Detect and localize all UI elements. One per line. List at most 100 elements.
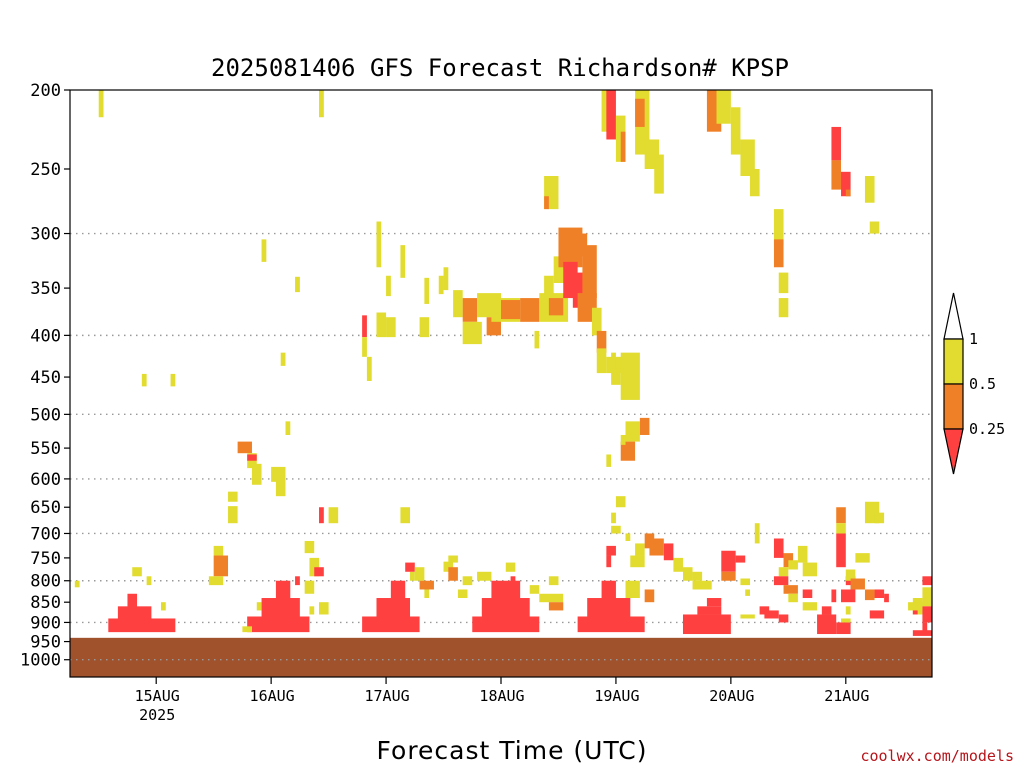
xtick-label-17AUG: 17AUG [364, 687, 409, 705]
xtick-label-18AUG: 18AUG [479, 687, 524, 705]
ri-cell-125 [472, 616, 540, 633]
ri-cell-187 [845, 569, 856, 581]
ri-cell-126 [529, 585, 540, 594]
pressure-axis: 200 250 300 350 400 450 500 550 600 650 700 750 8008… [20, 81, 70, 671]
ri-cell-57 [405, 562, 415, 572]
xtick-label-15AUG: 15AUG [135, 687, 180, 705]
ri-cell-14 [228, 491, 238, 502]
ri-cell-116 [778, 298, 789, 318]
ri-cell-25 [160, 602, 166, 611]
ri-cell-84 [582, 245, 597, 299]
ri-cell-18 [208, 576, 224, 586]
ri-cell-151 [692, 580, 712, 590]
ri-cell-121 [864, 176, 875, 203]
ri-cell-197 [884, 593, 889, 603]
ri-cell-3 [170, 373, 176, 387]
ri-cell-43 [366, 356, 372, 381]
ri-cell-46 [386, 275, 391, 297]
ri-cell-29 [295, 576, 300, 586]
ri-cell-44 [376, 312, 387, 338]
ri-cell-38 [319, 602, 329, 615]
ri-cell-205 [908, 602, 923, 611]
colorbar-label-1: 0.5 [969, 375, 996, 393]
ri-cell-103 [620, 131, 626, 162]
ri-cell-141 [663, 543, 674, 561]
ri-cell-41 [362, 315, 367, 338]
ri-cell-132 [477, 571, 492, 581]
ri-cell-175 [802, 589, 813, 599]
ri-cell-94 [639, 417, 650, 435]
ri-cell-105 [635, 98, 645, 127]
ri-cell-150 [682, 567, 693, 581]
ri-cell-76 [548, 298, 564, 316]
colorbar-legend: 1 0.5 0.25 [943, 292, 1005, 475]
ri-cell-97 [611, 352, 616, 370]
ri-cell-96 [620, 434, 626, 445]
ri-cell-88 [596, 348, 607, 374]
ri-cell-127 [539, 593, 564, 603]
ri-cell-117 [831, 126, 842, 161]
ri-cell-63 [457, 589, 468, 599]
ri-cell-167 [783, 553, 794, 568]
ri-cell-114 [773, 239, 784, 268]
ri-cell-159 [740, 578, 751, 586]
ri-cell-146 [615, 496, 626, 508]
ri-cell-200 [922, 576, 932, 586]
ri-cell-140 [649, 538, 664, 556]
ri-cell-52 [390, 580, 406, 603]
ri-cell-155 [706, 598, 722, 607]
ri-cell-15 [228, 506, 238, 524]
ylabel-900: 900 [30, 613, 61, 633]
ri-cell-22 [127, 593, 138, 615]
ri-cell-59 [419, 580, 434, 590]
ylabel-700: 700 [30, 524, 61, 544]
ylabel-1000: 1000 [20, 651, 61, 671]
ri-cell-77 [534, 330, 540, 349]
ylabel-500: 500 [30, 405, 61, 425]
ri-cell-194 [874, 589, 885, 599]
ylabel-600: 600 [30, 470, 61, 490]
ri-cell-39 [314, 567, 324, 577]
ri-cell-169 [778, 567, 789, 577]
ri-cell-147 [611, 512, 616, 524]
ri-cell-7 [237, 441, 252, 454]
ri-cell-165 [778, 614, 789, 623]
ground-fill [70, 637, 932, 677]
ri-cell-45 [386, 317, 396, 338]
ri-cell-95 [620, 441, 636, 461]
richardson-cells [74, 90, 932, 636]
ri-cell-17 [213, 555, 229, 577]
ri-cell-176 [802, 602, 818, 611]
ri-cell-30 [256, 602, 262, 611]
ylabel-250: 250 [30, 160, 61, 180]
ri-cell-144 [625, 580, 640, 599]
ri-cell-178 [836, 622, 851, 635]
credit-text: coolwx.com/models [860, 747, 1014, 765]
xtick-label-19AUG: 19AUG [594, 687, 639, 705]
ri-cell-204 [912, 630, 932, 636]
ri-cell-122 [869, 221, 880, 234]
x-axis-title: Forecast Time (UTC) [377, 736, 648, 765]
ri-cell-152 [692, 571, 703, 581]
ri-cell-166 [773, 538, 784, 558]
ylabel-800: 800 [30, 572, 61, 592]
ri-cell-158 [735, 555, 746, 563]
ri-cell-92 [606, 454, 612, 467]
ri-cell-66 [443, 267, 449, 291]
ri-cell-111 [740, 139, 755, 177]
ylabel-400: 400 [30, 326, 61, 346]
ri-cell-78 [544, 275, 554, 297]
ri-cell-181 [841, 589, 856, 603]
ri-cell-129 [548, 576, 559, 586]
ri-cell-180 [831, 589, 837, 603]
chart-title: 2025081406 GFS Forecast Richardson# KPSP [211, 54, 789, 82]
ri-cell-58 [414, 567, 425, 581]
ri-cell-173 [797, 545, 808, 563]
ri-cell-136 [606, 555, 612, 568]
ri-cell-154 [697, 606, 722, 615]
ri-cell-21 [74, 580, 80, 588]
ri-cell-26 [275, 580, 291, 603]
ri-cell-54 [362, 616, 420, 633]
